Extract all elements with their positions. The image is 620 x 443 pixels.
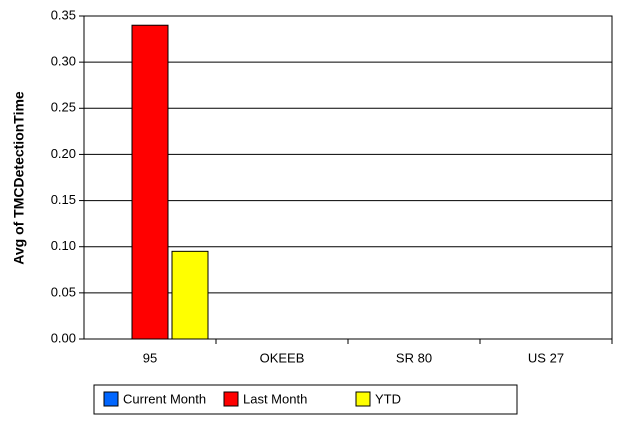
legend-label: Last Month bbox=[243, 391, 307, 406]
legend-swatch bbox=[223, 391, 239, 407]
legend-label: Current Month bbox=[123, 391, 206, 406]
legend-box bbox=[93, 384, 518, 415]
legend-label: YTD bbox=[375, 391, 401, 406]
y-tick-label: 0.10 bbox=[51, 238, 76, 253]
bar bbox=[171, 250, 209, 340]
y-axis-label: Avg of TMCDetectionTime bbox=[11, 91, 27, 265]
legend-swatch bbox=[103, 391, 119, 407]
x-tick-label: OKEEB bbox=[260, 350, 305, 365]
y-tick-label: 0.05 bbox=[51, 284, 76, 299]
y-tick-label: 0.00 bbox=[51, 330, 76, 345]
y-tick-label: 0.20 bbox=[51, 146, 76, 161]
x-tick-label: 95 bbox=[143, 350, 157, 365]
bar bbox=[131, 24, 169, 340]
x-tick-label: US 27 bbox=[528, 350, 564, 365]
y-tick-label: 0.25 bbox=[51, 100, 76, 115]
x-tick-label: SR 80 bbox=[396, 350, 432, 365]
y-tick-label: 0.35 bbox=[51, 7, 76, 22]
legend-swatch bbox=[355, 391, 371, 407]
y-tick-label: 0.30 bbox=[51, 54, 76, 69]
y-tick-label: 0.15 bbox=[51, 192, 76, 207]
